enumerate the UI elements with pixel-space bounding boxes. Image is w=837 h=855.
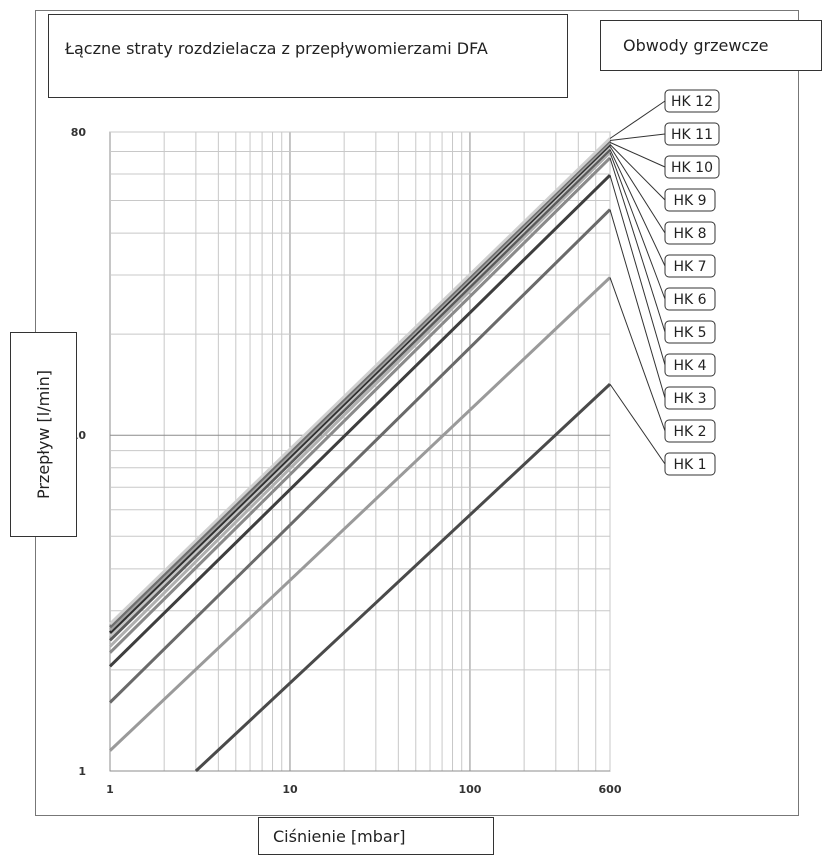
legend-box-hk-11 <box>664 122 720 146</box>
legend-leader-hk-11 <box>609 133 666 141</box>
grid <box>109 131 611 772</box>
series-line-hk-1 <box>194 383 612 773</box>
legend-leader-hk-7 <box>609 149 666 267</box>
legend-label-hk-9: HK 9 <box>673 193 706 209</box>
y-tick-label: 1 <box>78 765 86 778</box>
legend-leader-hk-3 <box>609 209 666 399</box>
legend-box-hk-12 <box>664 89 720 113</box>
series-line-hk-3 <box>108 208 612 704</box>
legend-leader-hk-12 <box>609 100 666 139</box>
legend-box-hk-7 <box>664 254 716 278</box>
series-line-hk-10 <box>108 141 612 632</box>
series-line-hk-9 <box>108 143 612 634</box>
y-axis-label: Przepływ [l/min] <box>34 369 53 500</box>
series-line-hk-7 <box>108 148 612 642</box>
legend-label-hk-10: HK 10 <box>671 160 713 176</box>
legend-leader-hk-4 <box>609 175 666 366</box>
legend-label-hk-12: HK 12 <box>671 94 713 110</box>
legend: HK 1 HK 2 HK 3 HK 4 HK 5 HK 6 HK 7 HK 8 HK 9 HK 1… <box>609 89 720 476</box>
x-tick-label: 600 <box>599 783 622 796</box>
legend-box-hk-4 <box>664 353 716 377</box>
legend-leader-hk-5 <box>609 157 666 333</box>
x-axis-label: Ciśnienie [mbar] <box>258 817 494 855</box>
x-tick-label: 100 <box>458 783 481 796</box>
series-line-hk-8 <box>108 145 612 638</box>
series-line-hk-4 <box>108 174 612 668</box>
x-tick-label: 10 <box>282 783 298 796</box>
legend-label-hk-11: HK 11 <box>671 127 713 143</box>
legend-label-hk-1: HK 1 <box>673 457 706 473</box>
legend-leader-hk-1 <box>609 383 666 465</box>
legend-box-hk-1 <box>664 452 716 476</box>
legend-label-hk-4: HK 4 <box>673 358 706 374</box>
legend-leader-hk-2 <box>609 277 666 432</box>
legend-box-hk-3 <box>664 386 716 410</box>
legend-box-hk-10 <box>664 155 720 179</box>
legend-box-hk-8 <box>664 221 716 245</box>
legend-leader-hk-8 <box>609 146 666 234</box>
legend-leader-hk-10 <box>609 141 666 168</box>
y-axis-label-box: Przepływ [l/min] <box>10 332 77 537</box>
legend-title: Obwody grzewcze <box>600 20 822 71</box>
legend-leader-hk-9 <box>609 144 666 201</box>
series-line-hk-11 <box>108 139 612 629</box>
legend-box-hk-2 <box>664 419 716 443</box>
chart-title: Łączne straty rozdzielacza z przepływomi… <box>48 14 568 98</box>
legend-label-hk-8: HK 8 <box>673 226 706 242</box>
legend-label-hk-6: HK 6 <box>673 292 706 308</box>
legend-box-hk-6 <box>664 287 716 311</box>
y-tick-label: 80 <box>71 126 87 139</box>
series-line-hk-2 <box>108 276 612 752</box>
series-lines <box>108 137 612 773</box>
legend-box-hk-9 <box>664 188 716 212</box>
legend-label-hk-2: HK 2 <box>673 424 706 440</box>
legend-label-hk-3: HK 3 <box>673 391 706 407</box>
legend-leader-hk-6 <box>609 152 666 300</box>
series-line-hk-12 <box>108 137 612 626</box>
legend-box-hk-5 <box>664 320 716 344</box>
legend-label-hk-7: HK 7 <box>673 259 706 275</box>
legend-label-hk-5: HK 5 <box>673 325 706 341</box>
series-line-hk-5 <box>108 156 612 654</box>
x-tick-label: 1 <box>106 783 114 796</box>
series-line-hk-6 <box>108 151 612 648</box>
